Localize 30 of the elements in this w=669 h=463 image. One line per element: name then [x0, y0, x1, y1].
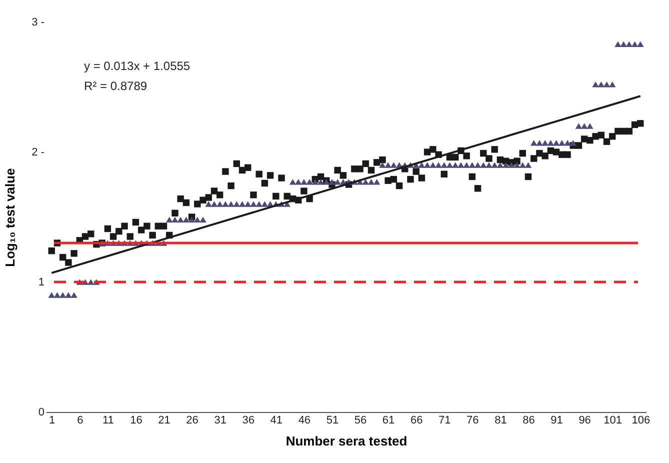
x-tick-label: 1	[49, 414, 56, 426]
x-tick-label: 31	[214, 414, 226, 426]
x-axis-title: Number sera tested	[286, 434, 408, 448]
x-tick-label: 96	[578, 414, 591, 426]
y-tick-label: 0	[38, 406, 44, 418]
x-tick-label: 61	[382, 414, 395, 426]
x-tick-label: 36	[242, 414, 254, 426]
x-tick-label: 76	[466, 414, 479, 426]
x-tick-label: 11	[102, 414, 114, 426]
x-tick-label: 101	[604, 414, 622, 426]
y-tick-label: 3 -	[32, 16, 45, 28]
x-tick-label: 6	[77, 414, 84, 426]
x-tick-label: 71	[438, 414, 451, 426]
y-tick-label: 2 -	[32, 146, 45, 158]
x-tick-label: 41	[270, 414, 283, 426]
annotation: y = 0.013x + 1.0555	[84, 59, 190, 73]
x-tick-label: 81	[494, 414, 507, 426]
x-tick-label: 46	[298, 414, 311, 426]
y-axis-title: Log₁₀ test value	[2, 168, 18, 267]
x-tick-label: 21	[158, 414, 170, 426]
x-tick-label: 86	[522, 414, 535, 426]
annotation: R² = 0.8789	[84, 79, 148, 93]
x-tick-label: 91	[550, 414, 563, 426]
x-tick-label: 26	[186, 414, 198, 426]
x-tick-label: 66	[410, 414, 423, 426]
x-tick-label: 16	[130, 414, 142, 426]
x-tick-label: 51	[326, 414, 339, 426]
x-tick-label: 106	[632, 414, 650, 426]
y-tick-label: 1	[38, 276, 44, 288]
x-tick-label: 56	[354, 414, 367, 426]
